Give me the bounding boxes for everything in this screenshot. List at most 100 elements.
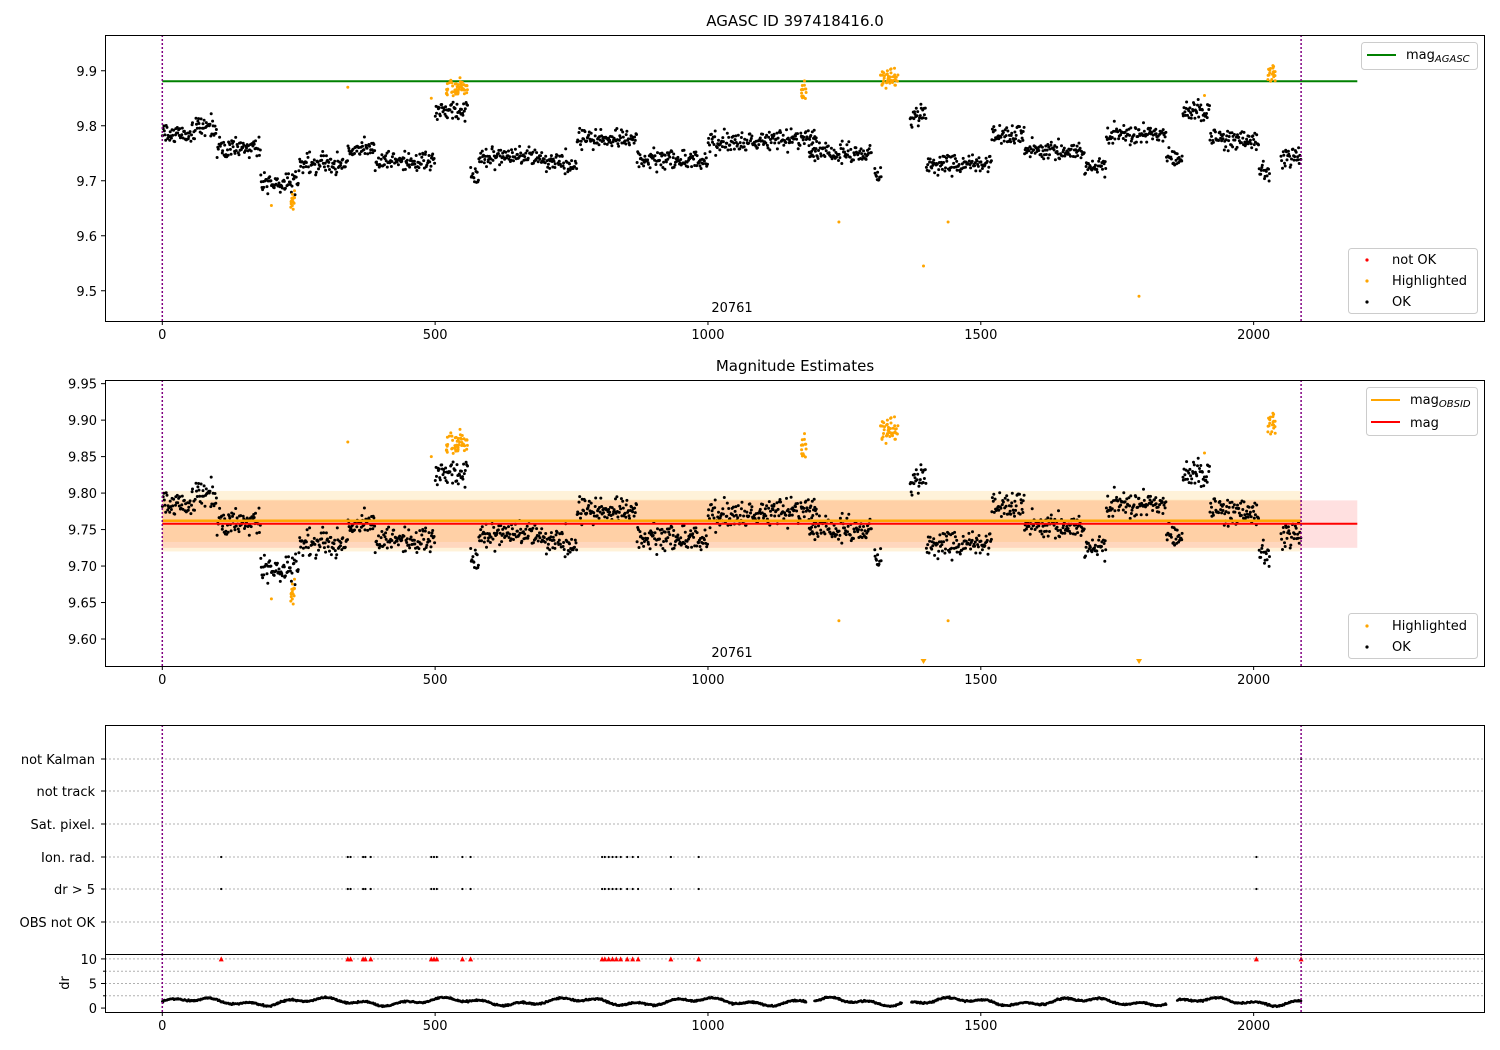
panel1-ok-point: [1208, 104, 1211, 108]
panel3-flag-point: [364, 855, 367, 859]
panel1-ok-point: [308, 170, 312, 174]
panel2-ok-point: [1124, 510, 1128, 514]
panel1-ok-point: [451, 116, 455, 120]
panel2-ok-point: [944, 547, 947, 551]
panel2-ok-point: [507, 536, 511, 539]
panel2-ok-point: [414, 531, 418, 535]
panel2-ok-point: [197, 488, 201, 492]
panel3-flag-point: [469, 887, 472, 891]
panel2-ok-point: [846, 524, 850, 528]
panel1-ok-point: [1252, 143, 1256, 147]
panel1-ok-point: [456, 117, 460, 121]
panel2-ok-point: [625, 498, 629, 502]
panel1-ok-point: [1078, 146, 1082, 150]
panel1-highlighted-point: [451, 94, 455, 98]
panel1-ok-point: [615, 127, 619, 130]
panel2-ok-point: [479, 528, 483, 532]
panel2-ok-point: [239, 514, 243, 518]
panel1-ok-point: [1101, 167, 1104, 171]
panel2-ok-point: [335, 553, 339, 557]
panel2-ok-point: [306, 546, 310, 550]
panel2-ok-point: [312, 536, 316, 540]
panel1-ok-point: [605, 142, 609, 146]
panel2-ok-point: [400, 538, 404, 542]
panel2-highlighted-point: [888, 435, 892, 438]
panel1-ok-point: [1002, 139, 1006, 143]
panel1-ok-point: [712, 143, 716, 146]
panel2-ok-point: [717, 510, 720, 514]
panel1-ok-point: [168, 138, 172, 142]
panel3-flag-point: [637, 887, 640, 891]
panel2-ok-point: [236, 527, 240, 531]
panel2-ok-point: [1033, 528, 1037, 531]
panel3-flag-point: [669, 887, 673, 891]
panel3-row-label: OBS not OK: [20, 916, 96, 931]
panel2-ok-point: [1231, 505, 1235, 509]
panel1-ok-point: [769, 141, 773, 145]
panel2-ok-point: [633, 506, 637, 510]
panel1-ok-point: [879, 175, 883, 179]
panel2-axes: 0 500 1000 1500 20009.609.659.709.759.809.85…: [68, 378, 1270, 688]
panel2-ok-point: [815, 512, 819, 516]
panel2-ok-point: [764, 514, 768, 518]
panel1-ok-point: [1292, 158, 1296, 162]
panel1-ok-point: [370, 148, 374, 152]
panel2-ok-point: [695, 544, 699, 548]
panel2-ok-point: [858, 525, 862, 529]
panel2-ok-point: [566, 552, 570, 556]
panel2-ok-point: [380, 530, 384, 533]
panel1-ok-point: [1077, 141, 1081, 145]
panel1-ok-point: [799, 131, 803, 135]
panel1-ok-point: [1248, 138, 1252, 142]
panel2-ok-point: [442, 470, 446, 474]
panel1-ok-point: [1226, 149, 1230, 153]
panel2-ok-point: [749, 511, 752, 515]
panel1-ok-point: [913, 112, 917, 116]
panel1-ok-point: [990, 138, 994, 142]
panel1-highlighted-point: [889, 71, 893, 75]
panel2-ok-point: [910, 493, 914, 497]
panel1-ok-point: [203, 134, 207, 138]
panel2-ok-point: [1148, 498, 1152, 502]
panel1-ok-point: [188, 130, 192, 134]
panel1-ok-point: [358, 152, 362, 156]
panel2-highlighted-point: [289, 599, 293, 603]
panel1-ok-point: [462, 109, 466, 113]
panel2-highlighted-point: [289, 592, 293, 596]
panel1-ok-point: [1290, 157, 1293, 161]
panel2-ok-point: [553, 542, 557, 546]
panel1-ok-point: [213, 124, 217, 128]
panel1-ok-point: [869, 151, 873, 155]
legend-mag-label: mag: [1410, 416, 1439, 431]
panel1-ok-point: [355, 149, 359, 153]
panel2-ytick-label-7: 9.95: [68, 378, 97, 393]
panel2-ok-point: [742, 514, 746, 518]
panel2-ok-point: [489, 535, 493, 539]
panel1-ok-point: [1010, 124, 1014, 128]
panel2-ok-point: [1149, 494, 1152, 498]
panel1-ok-point: [985, 159, 989, 163]
panel2-highlighted-point: [886, 429, 890, 432]
panel2-ok-point: [1239, 501, 1243, 505]
panel2-ok-point: [736, 516, 740, 520]
panel1-highlighted-point: [882, 79, 885, 83]
panel2-ok-point: [218, 506, 222, 510]
panel1-ok-point: [802, 142, 806, 146]
panel2-ok-point: [1160, 500, 1164, 503]
panel2-ok-point: [1252, 509, 1256, 513]
panel1-highlighted-point: [893, 66, 896, 70]
panel2-ok-point: [288, 566, 292, 570]
panel1-ok-point: [373, 149, 377, 153]
panel2-ok-point: [568, 550, 572, 554]
panel1-ok-point: [1005, 126, 1009, 130]
panel1-ok-point: [587, 133, 591, 137]
panel1-ok-point: [1154, 132, 1158, 136]
panel2-highlighted-point: [893, 424, 897, 428]
panel1-ok-point: [498, 163, 502, 167]
panel1-ok-point: [1211, 140, 1215, 144]
panel1-ok-point: [507, 149, 510, 153]
panel3-flag-point: [432, 855, 436, 859]
panel2-ok-point: [289, 579, 293, 583]
panel1-ok-point: [475, 170, 479, 174]
panel2-ok-point: [721, 512, 725, 516]
